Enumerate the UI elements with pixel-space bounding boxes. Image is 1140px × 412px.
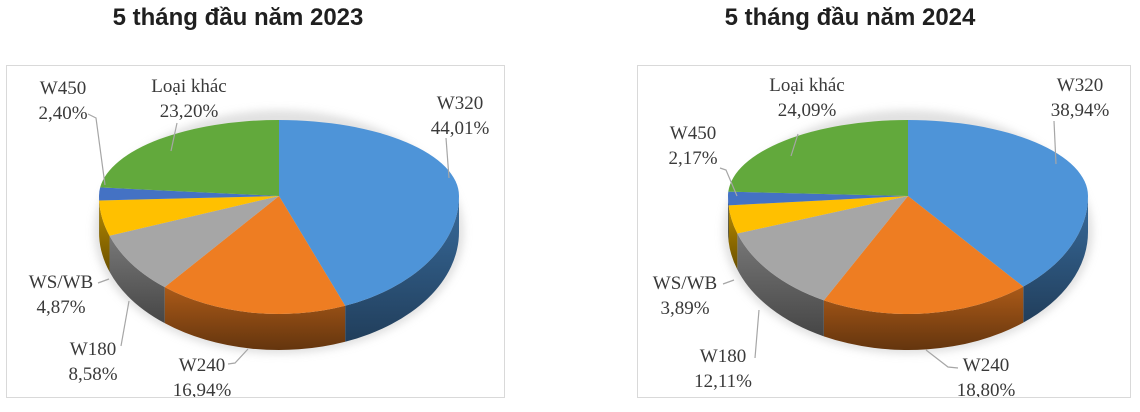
leader-line-lo-i-kh-c	[790, 133, 799, 157]
slice-label-lo-i-kh-c-name: Loại khác	[769, 75, 844, 96]
slice-label-w180-name: W180	[70, 339, 116, 360]
slice-label-lo-i-kh-c-value: 24,09%	[778, 100, 837, 121]
slice-label-w240-name: W240	[179, 355, 225, 376]
slice-label-w180-name: W180	[700, 346, 746, 367]
pie-rim-w180	[109, 235, 165, 324]
pie-chart-2023: W320 44,01% W240 16,94% W180 8,58% WS/WB 4,87% W…	[29, 76, 490, 397]
slice-label-w320-name: W320	[1057, 75, 1103, 96]
slice-label-ws-wb-name: WS/WB	[29, 272, 93, 293]
slice-label-w320-value: 38,94%	[1051, 100, 1110, 121]
leader-line-w320	[445, 137, 450, 179]
chart-title-2024: 5 tháng đầu năm 2024	[724, 4, 976, 31]
slice-label-w240-name: W240	[963, 355, 1009, 376]
leader-line-w450	[87, 113, 106, 186]
leader-line-w240	[925, 349, 959, 369]
pie-rim-w320	[345, 196, 459, 342]
pie-slice-lo-i-kh-c	[728, 120, 908, 196]
slice-label-w450-value: 2,17%	[668, 148, 717, 169]
slice-label-w450-name: W450	[670, 123, 716, 144]
slice-label-w180-value: 8,58%	[68, 364, 117, 385]
pie-chart-2024: W320 38,94% W240 18,80% W180 12,11% WS/WB 3,89%…	[653, 75, 1110, 397]
leader-line-w180	[120, 300, 130, 347]
slice-label-lo-i-kh-c-name: Loại khác	[151, 76, 226, 97]
pie-rim-ws-wb	[728, 205, 738, 270]
slice-label-ws-wb-name: WS/WB	[653, 273, 717, 294]
slice-label-lo-i-kh-c-value: 23,20%	[160, 101, 219, 122]
slice-label-w320-name: W320	[437, 93, 483, 114]
slice-label-w180-value: 12,11%	[694, 371, 752, 392]
chart-title-2023: 5 tháng đầu năm 2023	[112, 4, 364, 31]
pie-slice-w240	[164, 196, 346, 315]
pie-rim-w320	[1023, 196, 1088, 323]
slice-label-w450-name: W450	[40, 78, 86, 99]
leader-line-ws-wb	[722, 279, 735, 285]
leader-line-w180	[754, 309, 760, 359]
slice-label-ws-wb-value: 3,89%	[660, 298, 709, 319]
pie-chart-panel-2023: W320 44,01% W240 16,94% W180 8,58% WS/WB 4,87% W…	[6, 65, 505, 398]
pie-slice-w450	[728, 191, 908, 206]
pie-slice-w450	[98, 187, 279, 201]
slice-label-w450-value: 2,40%	[38, 103, 87, 124]
slice-label-w320-value: 44,01%	[431, 118, 490, 139]
pie-rim-ws-wb	[99, 200, 110, 272]
pie-slice-w240	[823, 196, 1024, 315]
pie-rim-w180	[737, 233, 824, 337]
leader-line-w240	[227, 348, 249, 365]
slice-label-w240-value: 18,80%	[957, 380, 1016, 397]
leader-line-w320	[1053, 120, 1057, 165]
pie-slice-ws-wb	[99, 196, 279, 236]
leader-line-lo-i-kh-c	[170, 122, 178, 152]
pie-slice-ws-wb	[728, 196, 908, 234]
leader-line-w450	[719, 167, 738, 197]
pie-chart-panel-2024: W320 38,94% W240 18,80% W180 12,11% WS/WB 3,89%…	[637, 65, 1131, 398]
pie-slice-w320	[908, 120, 1088, 287]
pie-rim-w450	[728, 196, 729, 242]
pie-slice-w180	[737, 196, 908, 301]
leader-line-ws-wb	[97, 278, 110, 284]
slice-label-ws-wb-value: 4,87%	[36, 297, 85, 318]
pie-slice-lo-i-kh-c	[100, 120, 280, 196]
pie-rim-w240	[823, 286, 1024, 351]
pie-rim-w240	[164, 287, 346, 351]
pie-slice-w320	[279, 120, 459, 306]
slice-label-w240-value: 16,94%	[173, 380, 232, 397]
pie-slice-w180	[109, 196, 279, 288]
